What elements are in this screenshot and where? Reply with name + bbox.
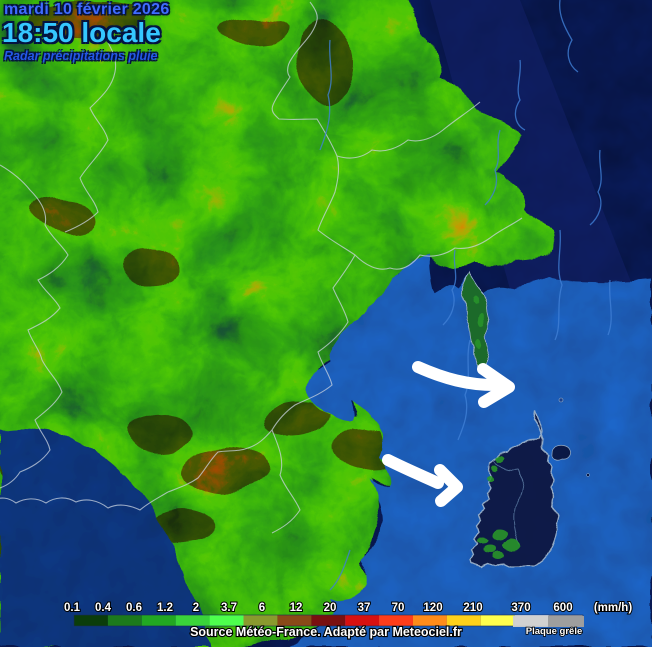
- svg-text:210: 210: [463, 602, 482, 614]
- svg-text:70: 70: [392, 602, 405, 614]
- svg-text:600: 600: [553, 602, 572, 614]
- svg-text:12: 12: [290, 602, 303, 614]
- svg-text:120: 120: [423, 602, 442, 614]
- svg-text:Source Météo-France. Adapté pa: Source Météo-France. Adapté par Meteocie…: [190, 625, 462, 639]
- svg-text:2: 2: [193, 602, 199, 614]
- svg-text:3.7: 3.7: [221, 602, 237, 614]
- svg-text:0.6: 0.6: [126, 602, 142, 614]
- svg-text:37: 37: [358, 602, 371, 614]
- svg-text:0.4: 0.4: [95, 602, 112, 614]
- svg-text:20: 20: [324, 602, 337, 614]
- svg-text:1.2: 1.2: [157, 602, 173, 614]
- svg-text:(mm/h): (mm/h): [594, 602, 633, 614]
- svg-text:370: 370: [511, 602, 530, 614]
- svg-text:6: 6: [259, 602, 265, 614]
- svg-text:Plaque grêle: Plaque grêle: [526, 626, 583, 637]
- svg-text:0.1: 0.1: [64, 602, 81, 614]
